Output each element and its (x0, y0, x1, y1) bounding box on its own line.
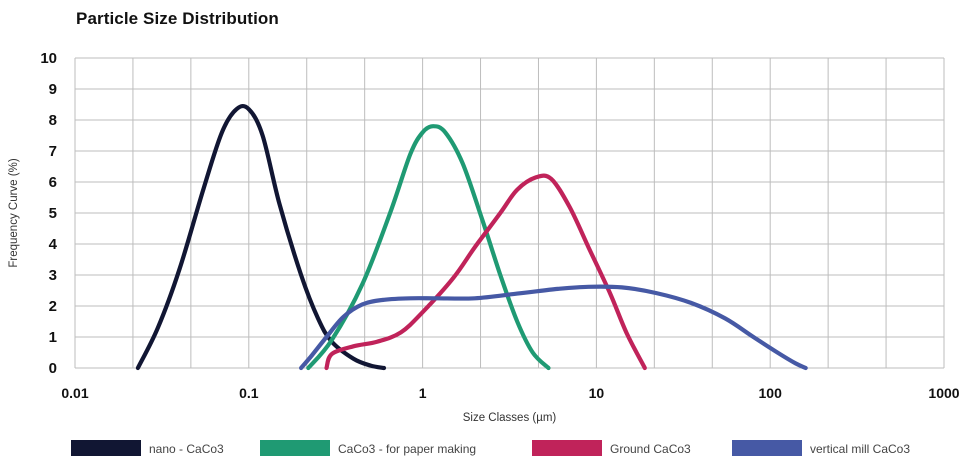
series-line-2 (306, 124, 551, 371)
chart-title: Particle Size Distribution (76, 9, 279, 28)
y-tick-label: 1 (49, 329, 57, 346)
x-tick-label: 1000 (928, 385, 959, 401)
legend-label: CaCo3 - for paper making (338, 442, 476, 456)
legend-swatch (71, 440, 141, 456)
series-line-1 (135, 103, 387, 371)
x-axis-ticks: 0.01 0.1 1 10 100 1000 (61, 385, 959, 401)
legend-swatch (732, 440, 802, 456)
x-tick-label: 10 (589, 385, 605, 401)
x-tick-label: 0.1 (239, 385, 259, 401)
y-tick-label: 6 (49, 174, 57, 191)
y-tick-label: 7 (49, 143, 57, 160)
x-tick-label: 100 (759, 385, 783, 401)
series-lines (135, 103, 808, 371)
y-tick-label: 9 (49, 81, 57, 98)
series-line-4 (299, 284, 808, 371)
y-tick-label: 10 (40, 50, 57, 67)
legend-label: nano - CaCo3 (149, 442, 224, 456)
y-tick-label: 0 (49, 360, 57, 377)
y-tick-label: 4 (49, 236, 58, 253)
legend-swatch (532, 440, 602, 456)
grid (74, 57, 945, 369)
legend: nano - CaCo3 CaCo3 - for paper making Grou… (71, 440, 910, 456)
x-axis-label: Size Classes (µm) (463, 412, 557, 424)
y-tick-label: 8 (49, 112, 57, 129)
legend-label: Ground CaCo3 (610, 442, 691, 456)
legend-label: vertical mill CaCo3 (810, 442, 910, 456)
series-line-3 (324, 173, 647, 371)
y-axis-label: Frequency Curve (%) (8, 158, 20, 267)
x-tick-label: 1 (419, 385, 427, 401)
y-tick-label: 2 (49, 298, 57, 315)
y-axis-ticks: 0 1 2 3 4 5 6 7 8 9 10 (40, 50, 57, 377)
x-tick-label: 0.01 (61, 385, 88, 401)
y-tick-label: 3 (49, 267, 57, 284)
y-tick-label: 5 (49, 205, 57, 222)
legend-swatch (260, 440, 330, 456)
